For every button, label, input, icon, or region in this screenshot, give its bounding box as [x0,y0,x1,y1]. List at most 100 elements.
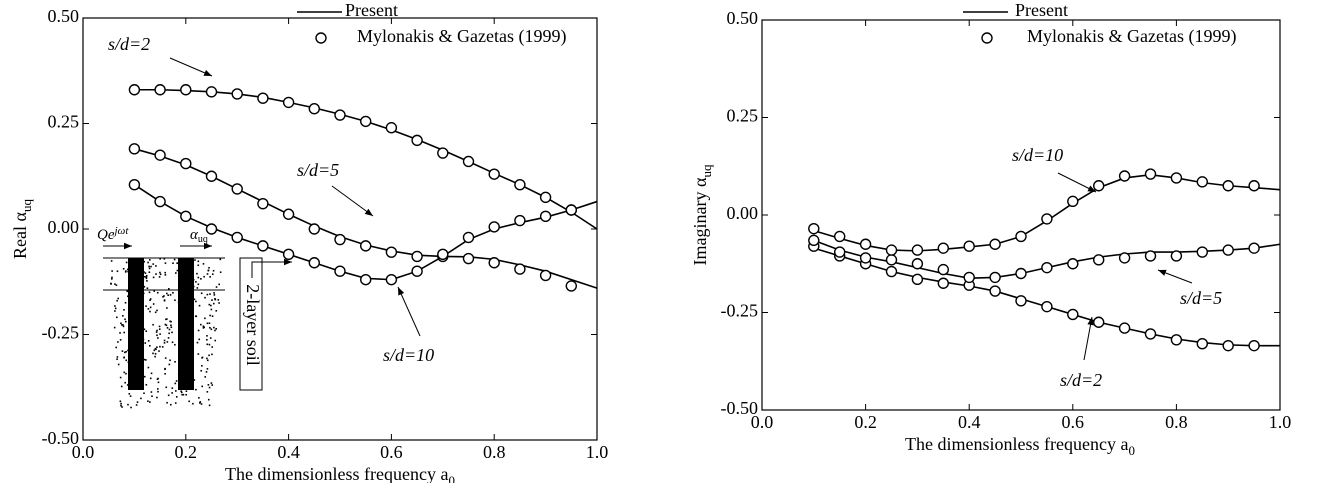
soil-speck [114,310,116,312]
soil-speck [159,333,161,335]
soil-speck [155,331,158,333]
reference-point [334,109,346,121]
soil-speck [196,341,199,344]
x-tick-label: 0.2 [175,442,198,462]
soil-speck [152,323,154,326]
soil-speck [168,328,171,331]
curve-label: s/d=10 [1012,145,1063,165]
reference-point [911,244,924,256]
soil-speck [195,281,197,283]
soil-speck [214,329,216,332]
soil-speck [117,297,119,300]
soil-speck [170,324,172,327]
soil-speck [164,271,167,274]
reference-point [989,285,1001,297]
response-sub: uq [198,234,208,245]
y-tick-label: 0.00 [48,217,80,237]
soil-speck [174,360,176,363]
soil-speck [164,274,167,276]
soil-speck [176,262,178,265]
soil-speck [200,403,203,405]
legend-circle [315,32,327,44]
soil-speck [149,299,151,302]
reference-point [1248,339,1260,352]
soil-speck [127,349,129,352]
soil-speck [122,324,124,326]
soil-speck [167,294,169,297]
soil-speck [212,302,215,305]
reference-point [1196,176,1209,188]
reference-point [1248,242,1260,254]
soil-speck [166,292,168,295]
reference-point [514,263,526,275]
soil-speck [209,337,212,339]
soil-speck [116,316,118,319]
present-line [813,174,1281,252]
annotation-arrow [1057,172,1097,193]
soil-speck [188,400,190,403]
soil-speck [143,260,146,263]
soil-speck [123,331,126,334]
legend-label: Mylonakis & Gazetas (1999) [1027,26,1236,47]
soil-speck [214,339,217,342]
soil-speck [181,393,184,396]
soil-speck [163,339,166,342]
reference-point [205,86,218,98]
soil-speck [125,261,128,264]
soil-speck [174,402,177,404]
soil-speck [192,402,194,405]
soil-speck [202,325,205,328]
soil-speck [215,310,218,312]
soil-speck [158,325,161,328]
reference-point [1222,244,1234,256]
soil-speck [163,258,166,260]
soil-speck [167,337,170,339]
soil-speck [185,393,187,396]
soil-speck [122,325,125,328]
soil-speck [150,372,153,375]
soil-speck [152,303,155,305]
annotation-arrow [1083,316,1094,361]
soil-speck [203,275,205,278]
soil-speck [201,356,204,359]
soil-speck [135,404,138,406]
soil-speck [156,334,158,337]
reference-point [937,277,949,289]
reference-point [963,271,975,284]
soil-speck [170,326,173,329]
curve-label: s/d=5 [1180,288,1222,308]
reference-point [1092,254,1105,266]
soil-speck [175,380,178,382]
soil-speck [149,298,152,300]
soil-speck [127,295,129,298]
soil-speck [146,280,148,282]
soil-speck [196,287,199,289]
reference-point [885,254,898,266]
reference-point [1144,168,1157,180]
soil-speck [126,268,129,271]
soil-speck [206,357,208,360]
soil-speck [212,269,215,272]
y-tick-label: 0.25 [48,112,80,132]
soil-speck [119,332,121,334]
soil-speck [199,402,201,404]
reference-point [1170,334,1183,346]
soil-speck [110,283,112,285]
soil-speck [204,317,206,320]
reference-point [385,273,398,286]
soil-speck [200,278,202,280]
x-tick-label: 0.8 [1165,412,1188,432]
soil-speck [117,341,119,343]
reference-point [1041,261,1053,274]
soil-speck [145,276,148,278]
soil-speck [200,292,203,295]
soil-speck [206,322,209,325]
soil-speck [124,318,126,321]
soil-speck [171,392,173,394]
soil-speck [158,328,161,330]
reference-point [308,103,320,115]
soil-speck [218,302,220,304]
soil-speck [154,353,157,355]
reference-point [1196,338,1209,350]
